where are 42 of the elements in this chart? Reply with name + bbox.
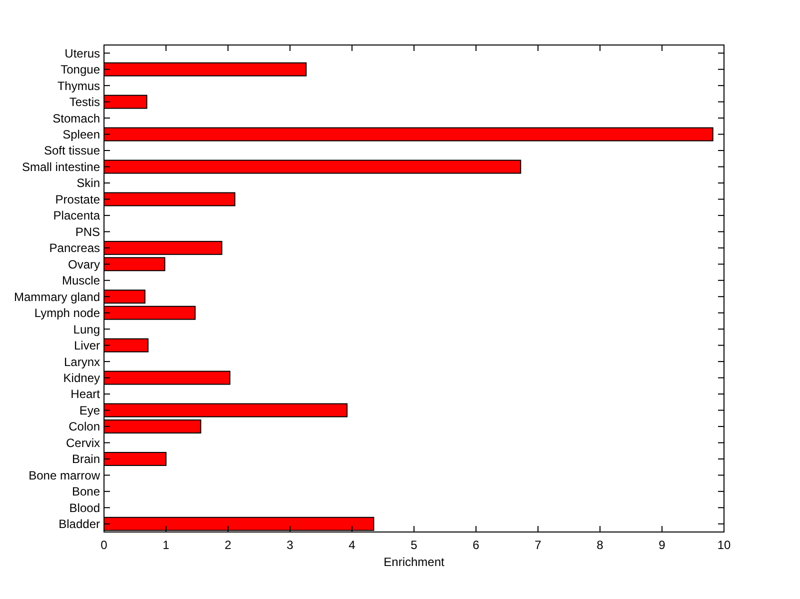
y-tick-label: Placenta (53, 208, 100, 223)
y-tick-label: Spleen (62, 127, 100, 142)
x-tick-label: 1 (162, 538, 170, 552)
y-tick-label: Mammary gland (14, 290, 100, 304)
x-tick-label: 7 (534, 538, 542, 552)
y-tick-label: Ovary (68, 257, 100, 272)
y-tick-label: Larynx (64, 354, 100, 369)
y-tick-label: Soft tissue (44, 144, 100, 158)
y-tick-label: Testis (69, 95, 100, 110)
x-tick-label: 4 (348, 538, 356, 552)
x-tick-label: 8 (596, 538, 604, 552)
x-tick-label: 2 (224, 538, 232, 552)
y-tick-label: Kidney (63, 370, 100, 385)
y-tick-label: Heart (70, 387, 101, 402)
y-tick-label: Skin (76, 176, 100, 190)
y-tick-label: PNS (75, 224, 100, 239)
x-tick-label: 6 (472, 538, 480, 552)
y-tick-label: Stomach (52, 111, 100, 126)
y-tick-label: Thymus (57, 78, 100, 93)
y-tick-label: Lymph node (34, 306, 100, 320)
x-tick-label: 5 (410, 538, 418, 552)
y-tick-label: Pancreas (49, 241, 100, 256)
y-tick-label: Uterus (64, 46, 100, 60)
y-tick-label: Small intestine (22, 160, 100, 174)
y-tick-label: Muscle (62, 274, 100, 288)
y-tick-label: Liver (74, 338, 100, 353)
y-tick-label: Cervix (66, 436, 100, 450)
y-tick-label: Brain (72, 452, 100, 466)
y-tick-label: Lung (73, 322, 100, 336)
x-tick-label: 9 (658, 538, 666, 552)
y-tick-label: Bone marrow (28, 468, 100, 482)
y-tick-label: Colon (68, 420, 100, 434)
y-tick-label: Bladder (58, 517, 100, 532)
x-tick-label: 0 (100, 538, 108, 552)
y-tick-label: Eye (79, 403, 100, 418)
y-tick-label: Blood (69, 500, 100, 515)
y-tick-label: Tongue (60, 62, 100, 77)
x-axis-title: Enrichment (384, 555, 446, 569)
y-tick-label: Bone (72, 484, 100, 499)
x-tick-label: 3 (286, 538, 294, 552)
x-tick-label: 10 (717, 538, 731, 552)
y-tick-label: Prostate (55, 192, 100, 206)
